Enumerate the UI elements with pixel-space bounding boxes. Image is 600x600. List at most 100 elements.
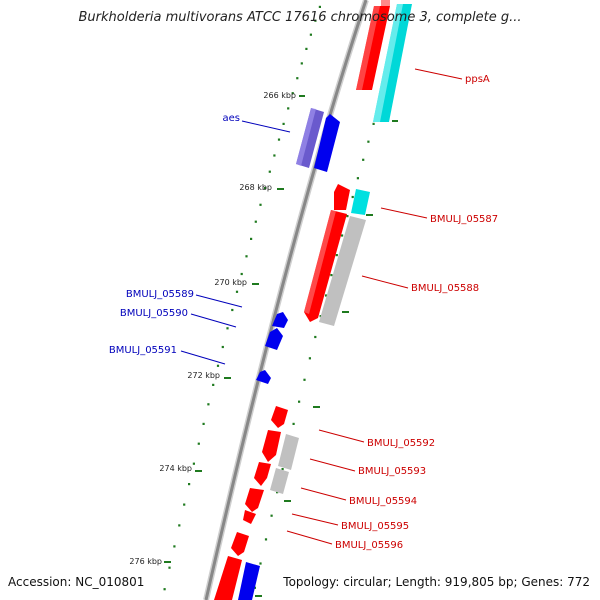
gc-dot [253,586,256,589]
tick-274: 274 kbp [159,464,202,473]
gene-label-bmulj-05595[interactable]: BMULJ_05595 [341,521,409,532]
feature-05593[interactable] [254,462,271,486]
feature-05588[interactable] [304,210,347,322]
feature-05595[interactable] [243,510,256,524]
tick-label-276: 276 kbp [129,557,162,566]
gene-label-bmulj-05592[interactable]: BMULJ_05592 [367,438,435,449]
gc-dot [231,308,234,312]
tick-label-274: 274 kbp [159,464,192,473]
gene-label-bmulj-05593[interactable]: BMULJ_05593 [358,466,426,477]
gc-dot [367,140,370,143]
gc-dot [183,503,186,506]
gene-label-bmulj-05587[interactable]: BMULJ_05587 [430,214,498,225]
gc-dot [318,5,321,8]
label-lines [180,68,463,545]
gc-dot [212,383,215,386]
gene-label-aes[interactable]: aes [223,113,241,124]
gc-dot [245,255,248,258]
gc-dot [226,327,229,330]
gc-dot [296,77,299,80]
gc-dot [264,538,268,541]
feature-05596[interactable] [231,532,249,556]
gc-dot [276,491,279,494]
gc-dot [298,400,301,403]
feature-05590[interactable] [265,328,283,350]
gc-dot [291,92,294,95]
tick-label-270: 270 kbp [214,278,247,287]
feature-05591[interactable] [256,370,271,384]
gc-dot [372,122,375,125]
tick-label-268: 268 kbp [239,183,272,192]
gc-dot [330,274,333,277]
gc-dot [250,237,253,240]
gc-dot [303,378,306,381]
gc-dot [356,177,359,180]
gc-dot [178,524,181,527]
feature-05588-pseudo[interactable] [319,216,366,326]
chromosome-backbone [203,0,369,600]
feature-ppsA[interactable] [356,0,390,90]
gc-dot [300,62,303,65]
gc-dot [319,315,322,318]
gene-label-bmulj-05588[interactable]: BMULJ_05588 [411,283,479,294]
feature-05594[interactable] [245,488,264,512]
gc-dot [254,220,257,223]
gc-dot [168,566,171,569]
gene-label-bmulj-05594[interactable]: BMULJ_05594 [349,496,417,507]
chromosome-backbone-core [204,0,368,600]
gc-dot [259,562,262,565]
tick-270: 270 kbp [214,278,259,287]
feature-ppsA-rna[interactable] [373,4,412,122]
gc-dot [235,290,239,293]
gc-dot [202,422,205,425]
gc-dot [292,422,295,425]
gc-dot [309,33,312,36]
feature-05587-rna[interactable] [351,189,370,215]
gc-dot [305,47,308,50]
feature-05594-pseudo[interactable] [270,468,289,494]
gc-dot [273,154,276,157]
tick-276: 276 kbp [129,557,171,566]
gene-label-bmulj-05591[interactable]: BMULJ_05591 [109,345,177,356]
feature-05593-pseudo[interactable] [278,434,299,470]
feature-05587-arrow[interactable] [334,184,350,210]
gc-dot [314,335,317,339]
tick-label-272: 272 kbp [187,371,220,380]
feature-05592[interactable] [271,406,288,428]
tick-268: 268 kbp [239,183,284,192]
tick-label-266: 266 kbp [263,91,296,100]
gc-dot [259,203,262,206]
gc-dot [197,442,200,445]
gc-dot [282,122,285,125]
gene-label-ppsA[interactable]: ppsA [465,74,490,85]
gc-dot [270,514,273,517]
feature-bottom-blue[interactable] [238,562,260,600]
gc-dot [216,364,220,367]
gc-dot [325,294,328,297]
gc-dot [335,254,338,257]
feature-aes[interactable] [314,114,340,172]
accession-text: Accession: NC_010801 [8,575,144,589]
gc-dot [287,107,290,110]
gene-label-bmulj-05596[interactable]: BMULJ_05596 [335,540,403,551]
summary-text: Topology: circular; Length: 919,805 bp; … [282,575,590,589]
gc-dot [192,462,195,465]
gc-dot [277,138,281,141]
tick-272: 272 kbp [187,371,231,380]
gc-dot [188,483,191,486]
gc-dot [362,158,365,161]
tick-266: 266 kbp [263,91,305,100]
feature-05589[interactable] [272,312,288,328]
gene-label-bmulj-05589[interactable]: BMULJ_05589 [126,289,194,300]
gc-dot [173,545,176,548]
gc-dot [341,234,344,237]
gc-dot [207,403,210,406]
feature-05592-a[interactable] [262,430,281,462]
feature-bottom-red[interactable] [214,556,242,600]
map-title: Burkholderia multivorans ATCC 17616 chro… [79,10,522,25]
gene-label-bmulj-05590[interactable]: BMULJ_05590 [120,308,188,319]
gc-dot [308,357,311,360]
feature-aes-rna [296,108,324,168]
gc-dot [268,170,271,173]
